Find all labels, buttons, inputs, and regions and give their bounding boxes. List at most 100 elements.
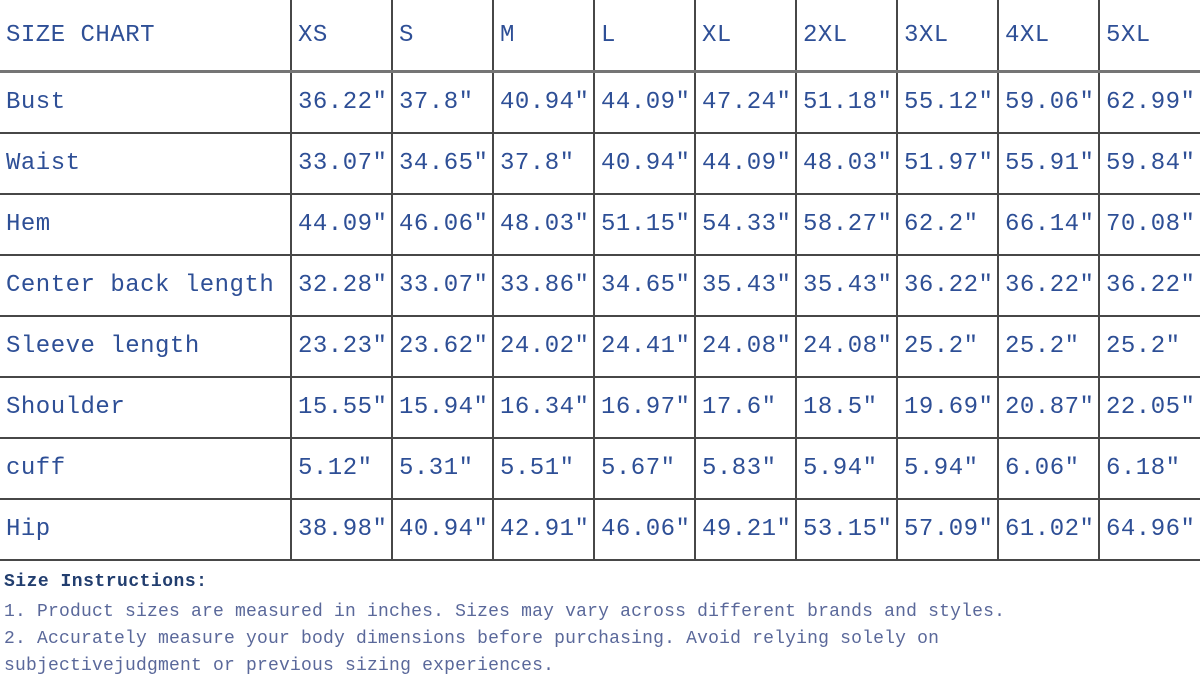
size-value-cell: 5.94″ (795, 437, 898, 500)
size-value-cell: 5.67″ (593, 437, 696, 500)
size-value-cell: 37.8″ (391, 70, 494, 134)
size-value-cell: 33.07″ (290, 132, 393, 195)
size-chart-table: SIZE CHART XS S M L XL 2XL 3XL 4XL 5XL Bust 36.22… (0, 0, 1200, 561)
size-value-cell: 51.18″ (795, 70, 898, 134)
size-value-cell: 24.41″ (593, 315, 696, 378)
table-row: Hip 38.98″ 40.94″ 42.91″ 46.06″ 49.21″ 53.15″ 5… (0, 498, 1200, 561)
size-value-cell: 25.2″ (997, 315, 1100, 378)
size-value-cell: 55.12″ (896, 70, 999, 134)
column-header-l: L (593, 0, 696, 73)
size-value-cell: 46.06″ (391, 193, 494, 256)
size-value-cell: 42.91″ (492, 498, 595, 561)
measurement-label: Hip (0, 498, 292, 561)
size-value-cell: 59.84″ (1098, 132, 1200, 195)
size-value-cell: 48.03″ (795, 132, 898, 195)
size-value-cell: 36.22″ (896, 254, 999, 317)
size-value-cell: 35.43″ (694, 254, 797, 317)
table-row: Waist 33.07″ 34.65″ 37.8″ 40.94″ 44.09″ 48.03″… (0, 132, 1200, 195)
size-value-cell: 17.6″ (694, 376, 797, 439)
measurement-label: Center back length (0, 254, 292, 317)
column-header-2xl: 2XL (795, 0, 898, 73)
size-value-cell: 44.09″ (290, 193, 393, 256)
size-value-cell: 46.06″ (593, 498, 696, 561)
size-value-cell: 44.09″ (694, 132, 797, 195)
size-value-cell: 62.99″ (1098, 70, 1200, 134)
table-title: SIZE CHART (0, 0, 292, 73)
column-header-s: S (391, 0, 494, 73)
size-value-cell: 40.94″ (593, 132, 696, 195)
size-value-cell: 58.27″ (795, 193, 898, 256)
measurement-label: Waist (0, 132, 292, 195)
column-header-xs: XS (290, 0, 393, 73)
size-value-cell: 35.43″ (795, 254, 898, 317)
measurement-label: Sleeve length (0, 315, 292, 378)
size-value-cell: 55.91″ (997, 132, 1100, 195)
size-value-cell: 5.51″ (492, 437, 595, 500)
column-header-4xl: 4XL (997, 0, 1100, 73)
size-value-cell: 40.94″ (492, 70, 595, 134)
size-instructions-section: Size Instructions: 1. Product sizes are … (4, 572, 1014, 675)
size-value-cell: 54.33″ (694, 193, 797, 256)
size-value-cell: 24.02″ (492, 315, 595, 378)
measurement-label: Bust (0, 70, 292, 134)
size-value-cell: 48.03″ (492, 193, 595, 256)
column-header-m: M (492, 0, 595, 73)
size-value-cell: 64.96″ (1098, 498, 1200, 561)
size-value-cell: 61.02″ (997, 498, 1100, 561)
size-value-cell: 5.31″ (391, 437, 494, 500)
size-value-cell: 59.06″ (997, 70, 1100, 134)
size-value-cell: 51.97″ (896, 132, 999, 195)
size-value-cell: 66.14″ (997, 193, 1100, 256)
size-value-cell: 24.08″ (795, 315, 898, 378)
measurement-label: Shoulder (0, 376, 292, 439)
size-value-cell: 6.06″ (997, 437, 1100, 500)
table-row: Sleeve length 23.23″ 23.62″ 24.02″ 24.41″ 24.… (0, 315, 1200, 378)
size-value-cell: 5.94″ (896, 437, 999, 500)
size-value-cell: 18.5″ (795, 376, 898, 439)
size-value-cell: 32.28″ (290, 254, 393, 317)
size-value-cell: 25.2″ (1098, 315, 1200, 378)
size-instruction-item-2: 2. Accurately measure your body dimensio… (4, 629, 940, 675)
size-instruction-item-1: 1. Product sizes are measured in inches.… (4, 602, 1006, 622)
size-value-cell: 23.62″ (391, 315, 494, 378)
size-value-cell: 57.09″ (896, 498, 999, 561)
size-value-cell: 44.09″ (593, 70, 696, 134)
table-row: Bust 36.22″ 37.8″ 40.94″ 44.09″ 47.24″ 51.18″ 5… (0, 70, 1200, 134)
size-instructions-heading: Size Instructions: (4, 572, 208, 592)
size-value-cell: 36.22″ (997, 254, 1100, 317)
column-header-xl: XL (694, 0, 797, 73)
size-value-cell: 47.24″ (694, 70, 797, 134)
size-value-cell: 5.12″ (290, 437, 393, 500)
size-value-cell: 34.65″ (391, 132, 494, 195)
size-value-cell: 15.94″ (391, 376, 494, 439)
size-value-cell: 36.22″ (1098, 254, 1200, 317)
size-value-cell: 36.22″ (290, 70, 393, 134)
size-value-cell: 33.86″ (492, 254, 595, 317)
size-value-cell: 53.15″ (795, 498, 898, 561)
size-value-cell: 16.97″ (593, 376, 696, 439)
size-value-cell: 51.15″ (593, 193, 696, 256)
table-row: Center back length 32.28″ 33.07″ 33.86″ 34.6… (0, 254, 1200, 317)
size-value-cell: 20.87″ (997, 376, 1100, 439)
table-row: Hem 44.09″ 46.06″ 48.03″ 51.15″ 54.33″ 58.27″ 6… (0, 193, 1200, 256)
size-value-cell: 22.05″ (1098, 376, 1200, 439)
table-row: Shoulder 15.55″ 15.94″ 16.34″ 16.97″ 17.6″ 18.… (0, 376, 1200, 439)
size-value-cell: 16.34″ (492, 376, 595, 439)
measurement-label: Hem (0, 193, 292, 256)
size-value-cell: 24.08″ (694, 315, 797, 378)
size-value-cell: 19.69″ (896, 376, 999, 439)
table-row: cuff 5.12″ 5.31″ 5.51″ 5.67″ 5.83″ 5.94″ 5.94″ 6… (0, 437, 1200, 500)
size-value-cell: 40.94″ (391, 498, 494, 561)
size-value-cell: 49.21″ (694, 498, 797, 561)
size-value-cell: 23.23″ (290, 315, 393, 378)
size-value-cell: 6.18″ (1098, 437, 1200, 500)
size-chart-header-row: SIZE CHART XS S M L XL 2XL 3XL 4XL 5XL (0, 0, 1200, 73)
size-value-cell: 5.83″ (694, 437, 797, 500)
size-value-cell: 25.2″ (896, 315, 999, 378)
size-value-cell: 38.98″ (290, 498, 393, 561)
size-value-cell: 15.55″ (290, 376, 393, 439)
column-header-3xl: 3XL (896, 0, 999, 73)
measurement-label: cuff (0, 437, 292, 500)
size-value-cell: 70.08″ (1098, 193, 1200, 256)
